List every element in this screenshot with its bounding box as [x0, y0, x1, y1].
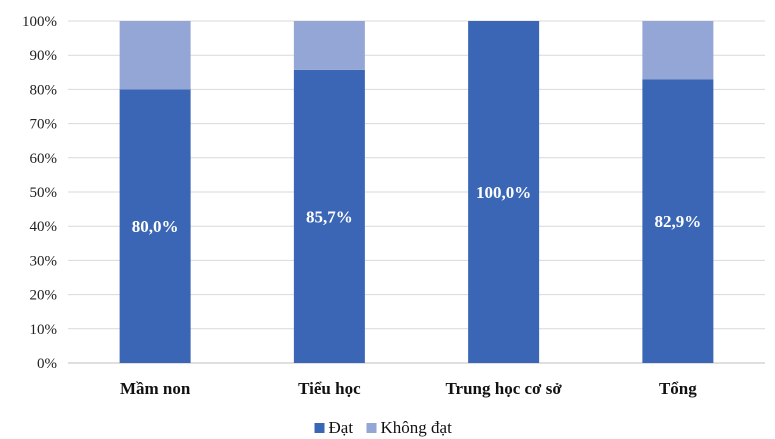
- legend-swatch: [366, 423, 377, 433]
- legend-label: Đạt: [329, 418, 354, 437]
- y-axis-tick-labels: 0% 10% 20% 30% 40% 50% 60% 70% 80% 90% 100%: [22, 14, 57, 372]
- y-tick-label: 60%: [30, 151, 58, 167]
- bar-segment-dat: [468, 21, 540, 363]
- x-axis-category-labels: Mầm non Tiểu học Trung học cơ sở Tổng: [120, 379, 697, 398]
- bar-segment-khong-dat: [642, 21, 714, 80]
- bar-segment-dat: [119, 89, 191, 364]
- data-label: 85,7%: [306, 207, 353, 226]
- y-tick-label: 90%: [30, 48, 58, 64]
- y-tick-label: 80%: [30, 82, 58, 98]
- bars: [119, 21, 714, 364]
- data-labels: 80,0% 85,7% 100,0% 82,9%: [132, 183, 702, 236]
- x-category-label: Mầm non: [120, 379, 191, 398]
- bar-segment-dat: [642, 79, 714, 364]
- y-tick-label: 50%: [30, 185, 58, 201]
- bar-segment-khong-dat: [293, 21, 365, 70]
- y-tick-label: 10%: [30, 322, 58, 338]
- y-tick-label: 30%: [30, 253, 58, 269]
- legend-label: Không đạt: [381, 418, 453, 437]
- y-tick-label: 100%: [22, 14, 57, 30]
- bar-segment-dat: [293, 69, 365, 363]
- x-category-label: Trung học cơ sở: [445, 379, 562, 398]
- x-category-label: Tổng: [659, 379, 697, 398]
- data-label: 82,9%: [655, 212, 702, 231]
- legend-swatch: [314, 423, 325, 433]
- data-label: 80,0%: [132, 217, 179, 236]
- bar-segment-khong-dat: [119, 21, 191, 90]
- y-tick-label: 40%: [30, 219, 58, 235]
- y-tick-label: 70%: [30, 117, 58, 133]
- y-tick-label: 0%: [37, 356, 57, 372]
- x-category-label: Tiểu học: [298, 379, 361, 398]
- legend: Đạt Không đạt: [314, 418, 453, 437]
- data-label: 100,0%: [476, 183, 531, 202]
- y-tick-label: 20%: [30, 288, 58, 304]
